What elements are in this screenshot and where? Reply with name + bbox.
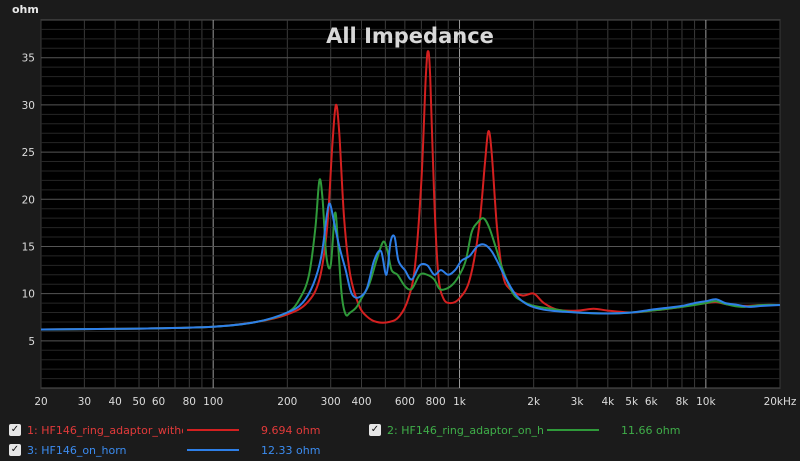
series-2-checkbox[interactable]: ✓: [369, 424, 381, 436]
x-axis-ticks: 20 30 40 50 60 80 100 200 300 400 600 800 1k 2k 3k 4k 5k…: [34, 396, 797, 408]
x-tick-label: 60: [152, 396, 165, 408]
series-line-3: [40, 202, 781, 331]
x-tick-label: 1k: [453, 396, 467, 408]
legend-item-series-3[interactable]: ✓ 3: HF146_on_horn 12.33 ohm: [9, 441, 320, 459]
x-tick-label: 40: [108, 396, 121, 408]
x-tick-label: 300: [321, 396, 341, 408]
legend-series-2-value: 11.66 ohm: [621, 423, 681, 437]
y-tick-label: 10: [22, 289, 35, 301]
x-tick-label: 20: [34, 396, 47, 408]
legend-series-1-label: 1: HF146_ring_adaptor_withou: [27, 423, 183, 437]
y-tick-label: 35: [22, 53, 35, 65]
legend-series-3-value: 12.33 ohm: [261, 443, 321, 457]
grid: [40, 20, 781, 388]
chart-title: All Impedance: [326, 24, 494, 48]
x-tick-label: 400: [351, 396, 371, 408]
legend-item-series-1[interactable]: ✓ 1: HF146_ring_adaptor_withou 9.694 ohm: [9, 421, 320, 439]
checkmark-icon: ✓: [370, 424, 380, 435]
x-tick-label: 30: [78, 396, 91, 408]
legend-series-3-label: 3: HF146_on_horn: [27, 443, 127, 457]
series-curves: [40, 50, 781, 331]
x-tick-label: 600: [395, 396, 415, 408]
x-tick-label: 8k: [676, 396, 690, 408]
legend-series-2-swatch: [547, 429, 599, 431]
legend-series-3-swatch: [187, 449, 239, 451]
x-tick-label: 10k: [696, 396, 716, 408]
x-tick-label: 800: [426, 396, 446, 408]
y-axis-unit-label: ohm: [12, 3, 39, 16]
plot-frame: [40, 19, 781, 389]
x-tick-label: 4k: [601, 396, 615, 408]
y-tick-label: 15: [22, 241, 35, 253]
x-tick-label: 2k: [527, 396, 541, 408]
x-tick-label: 6k: [645, 396, 659, 408]
x-tick-label: 20kHz: [764, 396, 797, 408]
y-tick-label: 20: [22, 194, 35, 206]
y-axis-ticks: 5 10 15 20 25 30 35: [22, 53, 35, 348]
y-tick-label: 25: [22, 147, 35, 159]
x-tick-label: 5k: [625, 396, 639, 408]
checkmark-icon: ✓: [10, 424, 20, 435]
legend-series-1-value: 9.694 ohm: [261, 423, 321, 437]
x-tick-label: 80: [183, 396, 196, 408]
x-tick-label: 100: [203, 396, 223, 408]
y-tick-label: 30: [22, 100, 35, 112]
impedance-chart: 5 10 15 20 25 30 35 20 30 40 50 60 80 100 200 300 400 60…: [12, 3, 797, 408]
x-tick-label: 3k: [571, 396, 585, 408]
series-3-checkbox[interactable]: ✓: [9, 444, 21, 456]
legend-series-1-swatch: [187, 429, 239, 431]
checkmark-icon: ✓: [10, 444, 20, 455]
legend: ✓ 1: HF146_ring_adaptor_withou 9.694 ohm…: [0, 418, 800, 461]
legend-item-series-2[interactable]: ✓ 2: HF146_ring_adaptor_on_hor 11.66 ohm: [369, 421, 680, 439]
x-tick-label: 50: [132, 396, 145, 408]
series-1-checkbox[interactable]: ✓: [9, 424, 21, 436]
legend-series-2-label: 2: HF146_ring_adaptor_on_hor: [387, 423, 543, 437]
x-tick-label: 200: [277, 396, 297, 408]
y-tick-label: 5: [28, 336, 35, 348]
